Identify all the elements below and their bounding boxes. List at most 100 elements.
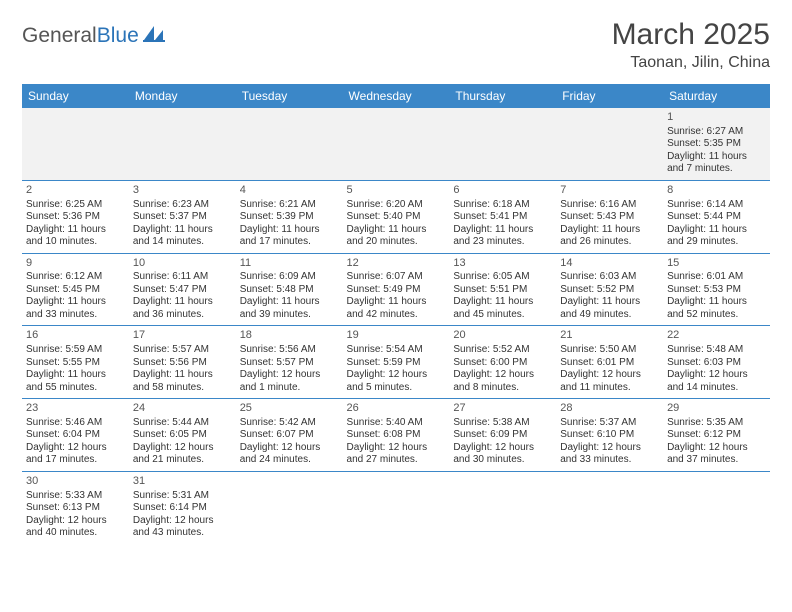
daylight-line: Daylight: 12 hours (26, 515, 125, 528)
day-number: 20 (453, 329, 552, 343)
daylight-line: Daylight: 11 hours (240, 224, 339, 237)
sunrise-line: Sunrise: 6:07 AM (347, 271, 446, 284)
daylight-line: Daylight: 11 hours (453, 224, 552, 237)
daylight-line: Daylight: 12 hours (347, 369, 446, 382)
calendar-cell: 17Sunrise: 5:57 AMSunset: 5:56 PMDayligh… (129, 326, 236, 399)
daylight-line: Daylight: 11 hours (347, 296, 446, 309)
calendar-cell: 25Sunrise: 5:42 AMSunset: 6:07 PMDayligh… (236, 399, 343, 472)
day-number: 12 (347, 257, 446, 271)
calendar-cell: 3Sunrise: 6:23 AMSunset: 5:37 PMDaylight… (129, 180, 236, 253)
daylight-line: and 40 minutes. (26, 527, 125, 540)
calendar-row: 23Sunrise: 5:46 AMSunset: 6:04 PMDayligh… (22, 399, 770, 472)
daylight-line: and 14 minutes. (133, 236, 232, 249)
sail-icon (143, 25, 165, 48)
daylight-line: and 11 minutes. (560, 382, 659, 395)
daylight-line: Daylight: 11 hours (560, 224, 659, 237)
daylight-line: and 30 minutes. (453, 454, 552, 467)
calendar-cell: 24Sunrise: 5:44 AMSunset: 6:05 PMDayligh… (129, 399, 236, 472)
sunset-line: Sunset: 6:00 PM (453, 357, 552, 370)
daylight-line: and 24 minutes. (240, 454, 339, 467)
title-block: March 2025 Taonan, Jilin, China (612, 18, 770, 72)
logo: GeneralBlue (22, 24, 165, 48)
daylight-line: Daylight: 11 hours (667, 296, 766, 309)
daylight-line: Daylight: 12 hours (133, 515, 232, 528)
calendar-cell: 21Sunrise: 5:50 AMSunset: 6:01 PMDayligh… (556, 326, 663, 399)
daylight-line: Daylight: 11 hours (26, 296, 125, 309)
daylight-line: and 36 minutes. (133, 309, 232, 322)
day-number: 19 (347, 329, 446, 343)
day-number: 7 (560, 184, 659, 198)
sunset-line: Sunset: 6:13 PM (26, 502, 125, 515)
calendar-cell: 15Sunrise: 6:01 AMSunset: 5:53 PMDayligh… (663, 253, 770, 326)
day-number: 10 (133, 257, 232, 271)
sunrise-line: Sunrise: 5:37 AM (560, 417, 659, 430)
day-number: 31 (133, 475, 232, 489)
calendar-cell (22, 108, 129, 180)
calendar-cell (449, 108, 556, 180)
calendar-cell (236, 108, 343, 180)
sunrise-line: Sunrise: 5:31 AM (133, 490, 232, 503)
daylight-line: and 17 minutes. (26, 454, 125, 467)
calendar-cell: 13Sunrise: 6:05 AMSunset: 5:51 PMDayligh… (449, 253, 556, 326)
calendar-cell: 18Sunrise: 5:56 AMSunset: 5:57 PMDayligh… (236, 326, 343, 399)
daylight-line: Daylight: 12 hours (667, 369, 766, 382)
calendar-cell: 12Sunrise: 6:07 AMSunset: 5:49 PMDayligh… (343, 253, 450, 326)
calendar-cell: 27Sunrise: 5:38 AMSunset: 6:09 PMDayligh… (449, 399, 556, 472)
sunset-line: Sunset: 5:55 PM (26, 357, 125, 370)
sunrise-line: Sunrise: 6:14 AM (667, 199, 766, 212)
daylight-line: and 58 minutes. (133, 382, 232, 395)
daylight-line: Daylight: 11 hours (26, 369, 125, 382)
daylight-line: and 17 minutes. (240, 236, 339, 249)
calendar-cell: 7Sunrise: 6:16 AMSunset: 5:43 PMDaylight… (556, 180, 663, 253)
sunrise-line: Sunrise: 6:16 AM (560, 199, 659, 212)
daylight-line: Daylight: 11 hours (667, 224, 766, 237)
daylight-line: Daylight: 11 hours (26, 224, 125, 237)
sunset-line: Sunset: 5:35 PM (667, 138, 766, 151)
daylight-line: and 26 minutes. (560, 236, 659, 249)
day-number: 25 (240, 402, 339, 416)
daylight-line: and 29 minutes. (667, 236, 766, 249)
day-number: 30 (26, 475, 125, 489)
day-number: 28 (560, 402, 659, 416)
sunrise-line: Sunrise: 5:59 AM (26, 344, 125, 357)
day-number: 9 (26, 257, 125, 271)
sunrise-line: Sunrise: 6:21 AM (240, 199, 339, 212)
calendar-cell (236, 471, 343, 543)
sunrise-line: Sunrise: 5:50 AM (560, 344, 659, 357)
sunrise-line: Sunrise: 6:11 AM (133, 271, 232, 284)
sunset-line: Sunset: 5:51 PM (453, 284, 552, 297)
daylight-line: Daylight: 12 hours (560, 442, 659, 455)
col-header: Saturday (663, 84, 770, 108)
calendar-row: 2Sunrise: 6:25 AMSunset: 5:36 PMDaylight… (22, 180, 770, 253)
daylight-line: and 5 minutes. (347, 382, 446, 395)
sunrise-line: Sunrise: 6:05 AM (453, 271, 552, 284)
sunset-line: Sunset: 6:14 PM (133, 502, 232, 515)
calendar-cell: 31Sunrise: 5:31 AMSunset: 6:14 PMDayligh… (129, 471, 236, 543)
calendar-row: 30Sunrise: 5:33 AMSunset: 6:13 PMDayligh… (22, 471, 770, 543)
sunset-line: Sunset: 5:52 PM (560, 284, 659, 297)
daylight-line: Daylight: 12 hours (453, 369, 552, 382)
col-header: Sunday (22, 84, 129, 108)
calendar-cell: 5Sunrise: 6:20 AMSunset: 5:40 PMDaylight… (343, 180, 450, 253)
daylight-line: Daylight: 12 hours (26, 442, 125, 455)
sunset-line: Sunset: 6:10 PM (560, 429, 659, 442)
day-number: 17 (133, 329, 232, 343)
sunrise-line: Sunrise: 6:20 AM (347, 199, 446, 212)
calendar-cell: 9Sunrise: 6:12 AMSunset: 5:45 PMDaylight… (22, 253, 129, 326)
daylight-line: and 43 minutes. (133, 527, 232, 540)
sunset-line: Sunset: 6:04 PM (26, 429, 125, 442)
daylight-line: Daylight: 11 hours (133, 369, 232, 382)
daylight-line: and 42 minutes. (347, 309, 446, 322)
sunset-line: Sunset: 5:59 PM (347, 357, 446, 370)
sunset-line: Sunset: 5:36 PM (26, 211, 125, 224)
day-number: 6 (453, 184, 552, 198)
daylight-line: and 20 minutes. (347, 236, 446, 249)
sunrise-line: Sunrise: 5:54 AM (347, 344, 446, 357)
day-number: 15 (667, 257, 766, 271)
daylight-line: and 55 minutes. (26, 382, 125, 395)
daylight-line: and 14 minutes. (667, 382, 766, 395)
sunset-line: Sunset: 6:03 PM (667, 357, 766, 370)
calendar-cell: 20Sunrise: 5:52 AMSunset: 6:00 PMDayligh… (449, 326, 556, 399)
daylight-line: Daylight: 11 hours (560, 296, 659, 309)
sunrise-line: Sunrise: 5:56 AM (240, 344, 339, 357)
